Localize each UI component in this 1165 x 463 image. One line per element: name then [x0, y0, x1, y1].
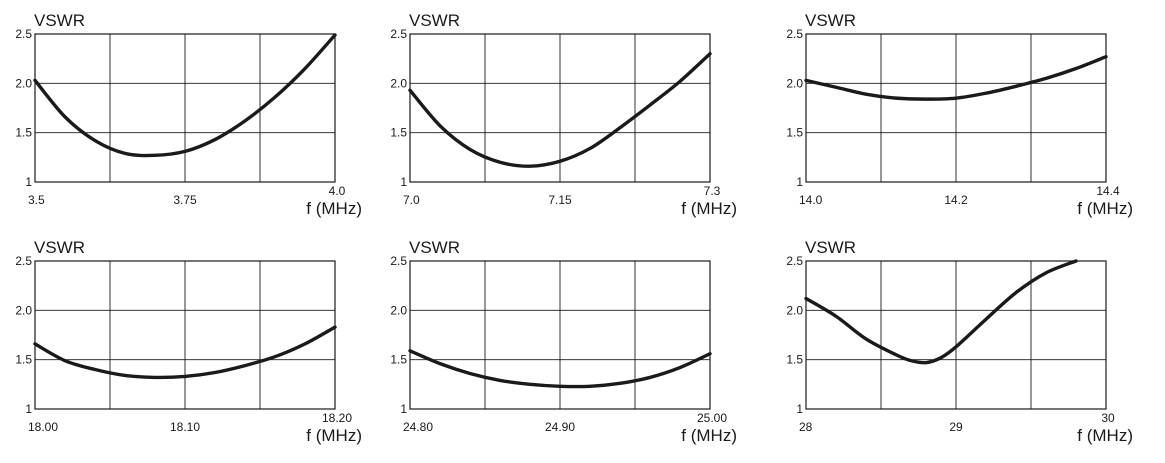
y-tick-label: 2.0: [15, 76, 32, 90]
x-tick-label: 24.80: [403, 420, 433, 434]
y-tick-label: 2.0: [390, 76, 407, 90]
y-axis-label: VSWR: [409, 238, 460, 257]
x-tick-label: 3.5: [28, 193, 45, 207]
y-tick-label: 1: [796, 175, 803, 189]
y-axis-label: VSWR: [805, 11, 856, 30]
y-tick-label: 1: [25, 175, 32, 189]
vswr-curve-line: [804, 54, 1108, 101]
x-axis-label: f (MHz): [681, 199, 737, 218]
vswr-curve-line: [804, 259, 1078, 365]
x-tick-label: 4.0: [329, 184, 346, 198]
x-tick-label: 28: [799, 420, 813, 434]
vswr-curve-line: [408, 52, 712, 168]
y-tick-label: 2.5: [15, 27, 32, 41]
x-tick-label: 14.2: [944, 193, 968, 207]
y-tick-label: 2.0: [786, 303, 803, 317]
y-tick-label: 2.0: [390, 303, 407, 317]
y-tick-label: 1.5: [786, 126, 803, 140]
x-tick-label: 3.75: [173, 193, 197, 207]
x-tick-label: 14.4: [1096, 184, 1120, 198]
x-axis-label: f (MHz): [306, 426, 362, 445]
x-tick-label: 24.90: [545, 420, 575, 434]
x-axis-label: f (MHz): [1077, 199, 1133, 218]
x-tick-label: 29: [949, 420, 963, 434]
x-tick-label: 7.15: [548, 193, 572, 207]
y-tick-label: 1: [25, 402, 32, 416]
y-tick-label: 1.5: [15, 353, 32, 367]
y-tick-label: 1.5: [786, 353, 803, 367]
plot-frame: [34, 33, 336, 183]
plot-frame: [409, 260, 711, 410]
y-tick-label: 2.5: [15, 254, 32, 268]
x-axis-label: f (MHz): [1077, 426, 1133, 445]
x-tick-label: 18.20: [322, 411, 352, 425]
y-axis-label: VSWR: [34, 11, 85, 30]
chart-5: VSWR 1 1.5 2.0 2.5 24.80 24.90 25.00f (MHz): [390, 238, 737, 445]
y-tick-label: 1.5: [390, 353, 407, 367]
y-tick-label: 2.5: [390, 254, 407, 268]
x-tick-label: 14.0: [799, 193, 823, 207]
y-tick-label: 1.5: [390, 126, 407, 140]
chart-6: VSWR 1 1.5 2.0 2.5 28 29 30f (MHz): [786, 238, 1133, 445]
y-tick-label: 2.5: [390, 27, 407, 41]
chart-3: VSWR 1 1.5 2.0 2.5 14.0 14.2 14.4f (MHz): [786, 11, 1133, 218]
y-axis-label: VSWR: [409, 11, 460, 30]
chart-1: VSWR 1 1.5 2.0 2.5 3.5 3.75 4.0f (MHz): [15, 11, 362, 218]
x-tick-label: 30: [1101, 411, 1115, 425]
x-axis-label: f (MHz): [681, 426, 737, 445]
vswr-curve-line: [33, 33, 337, 158]
y-axis-label: VSWR: [34, 238, 85, 257]
x-tick-label: 18.00: [28, 420, 58, 434]
vswr-curve-line: [33, 325, 337, 380]
chart-2: VSWR 1 1.5 2.0 2.5 7.0 7.15 7.3f (MHz): [390, 11, 737, 218]
x-tick-label: 18.10: [170, 420, 200, 434]
y-tick-label: 1: [400, 402, 407, 416]
y-axis-label: VSWR: [805, 238, 856, 257]
y-tick-label: 1.5: [15, 126, 32, 140]
plot-frame: [805, 260, 1107, 410]
y-tick-label: 2.5: [786, 254, 803, 268]
plot-frame: [805, 33, 1107, 183]
plot-frame: [34, 260, 336, 410]
y-tick-label: 2.0: [786, 76, 803, 90]
y-tick-label: 2.5: [786, 27, 803, 41]
plot-frame: [409, 33, 711, 183]
vswr-curve-line: [408, 349, 712, 389]
x-tick-label: 7.0: [403, 193, 420, 207]
y-tick-label: 2.0: [15, 303, 32, 317]
x-tick-label: 7.3: [704, 184, 721, 198]
y-tick-label: 1: [796, 402, 803, 416]
x-tick-label: 25.00: [697, 411, 727, 425]
y-tick-label: 1: [400, 175, 407, 189]
chart-4: VSWR 1 1.5 2.0 2.5 18.00 18.10 18.20f (MHz): [15, 238, 362, 445]
x-axis-label: f (MHz): [306, 199, 362, 218]
